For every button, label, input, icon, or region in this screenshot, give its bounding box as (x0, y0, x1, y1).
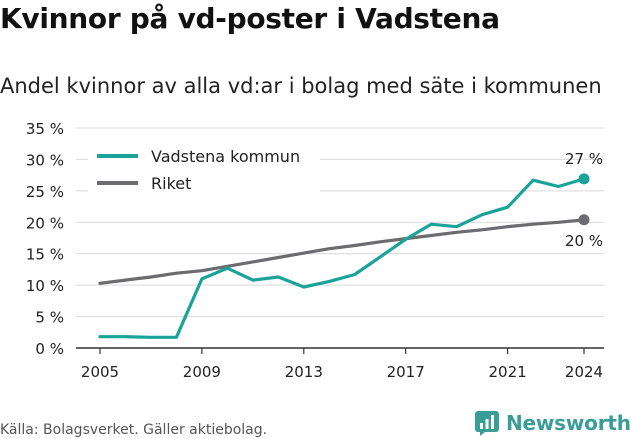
x-tick-label: 2017 (387, 363, 425, 381)
brand-logo-group: Newsworthy (474, 409, 631, 437)
y-tick-label: 5 % (35, 309, 64, 327)
y-tick-label: 15 % (26, 246, 64, 264)
endpoint-riket (578, 214, 590, 226)
end-label-vadstena: 27 % (565, 150, 603, 168)
x-tick-label: 2005 (81, 363, 119, 381)
endpoint-vadstena (578, 173, 590, 185)
legend-label-vadstena: Vadstena kommun (151, 147, 300, 166)
x-tick-label: 2009 (183, 363, 221, 381)
series-line-vadstena (98, 177, 586, 339)
y-tick-label: 10 % (26, 277, 64, 295)
series-line-riket (98, 218, 586, 285)
y-tick-label: 20 % (26, 214, 64, 232)
axis-labels: 0 % 5 % 10 % 15 % 20 % 25 % 30 % 35 % 2005 2009 20… (26, 120, 603, 381)
chart-subtitle: Andel kvinnor av alla vd:ar i bolag med … (0, 74, 602, 98)
end-label-riket: 20 % (565, 232, 603, 250)
y-tick-label: 0 % (35, 340, 64, 358)
y-tick-label: 30 % (26, 151, 64, 169)
chart-title: Kvinnor på vd-poster i Vadstena (0, 2, 500, 35)
legend: Vadstena kommun Riket (88, 143, 320, 195)
legend-label-riket: Riket (151, 174, 191, 193)
newsworthy-logo-icon (475, 411, 499, 436)
brand-name: Newsworthy (506, 411, 631, 435)
legend-background (88, 143, 320, 195)
y-tick-label: 25 % (26, 183, 64, 201)
x-tick-label: 2021 (488, 363, 526, 381)
source-note: Källa: Bolagsverket. Gäller aktiebolag. (0, 422, 268, 438)
x-tick-label: 2013 (285, 363, 323, 381)
y-tick-label: 35 % (26, 120, 64, 138)
series-lines: 27 % 20 % (98, 150, 603, 339)
x-tick-label: 2024 (565, 363, 603, 381)
